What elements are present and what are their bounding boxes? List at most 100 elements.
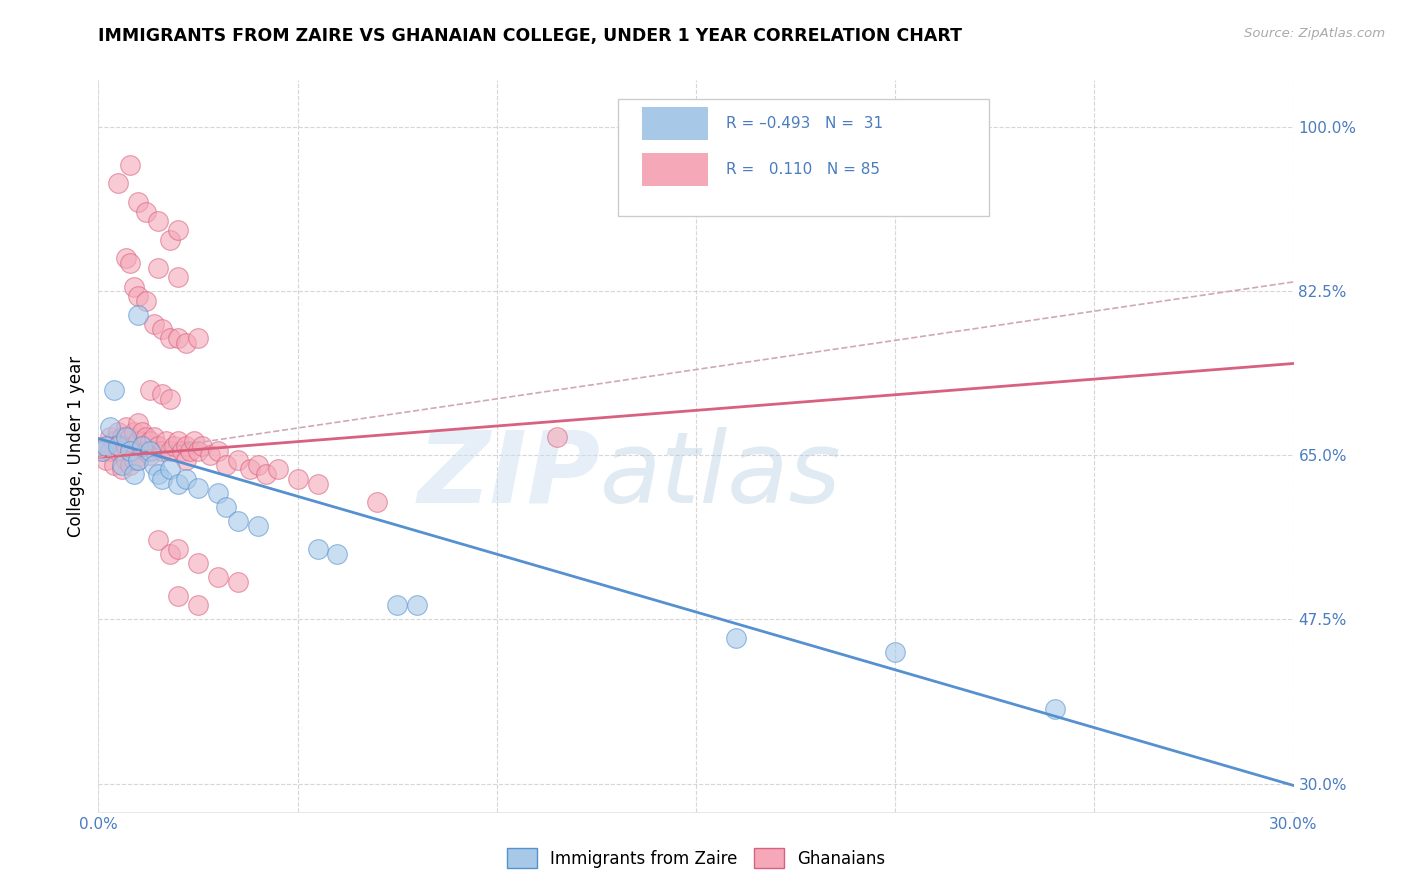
Point [307,476,329,491]
Point [115,252,138,266]
Point [111,458,134,472]
Point [187,443,209,458]
Point [207,570,229,584]
Point [150,387,173,401]
Point [884,645,907,659]
Text: Source: ZipAtlas.com: Source: ZipAtlas.com [1244,27,1385,40]
Point [226,514,249,528]
Point [254,467,277,482]
Point [187,481,209,495]
Point [120,429,142,443]
Point [131,439,153,453]
Point [127,308,149,322]
Point [326,547,349,561]
Point [406,599,429,613]
Point [167,223,190,237]
Point [127,416,149,430]
Point [115,429,138,443]
Point [148,439,170,453]
Point [246,458,269,472]
Point [366,495,388,509]
Point [143,458,166,472]
Point [148,467,170,482]
Point [159,443,181,458]
Point [124,425,146,439]
Point [148,533,170,547]
Point [135,443,157,458]
Point [120,256,142,270]
Point [111,429,134,443]
Point [107,177,129,191]
Point [111,462,134,476]
Point [150,443,173,458]
Point [103,383,125,397]
Point [111,443,134,458]
Point [174,472,197,486]
Point [135,204,157,219]
Text: IMMIGRANTS FROM ZAIRE VS GHANAIAN COLLEGE, UNDER 1 YEAR CORRELATION CHART: IMMIGRANTS FROM ZAIRE VS GHANAIAN COLLEG… [98,27,963,45]
Point [207,443,229,458]
Point [215,458,238,472]
Point [167,270,190,285]
Point [107,443,129,458]
Point [246,518,269,533]
Point [187,599,209,613]
Point [159,547,181,561]
Point [167,476,190,491]
Point [191,439,214,453]
Point [1043,701,1066,715]
Point [135,429,157,443]
Point [127,195,149,210]
Point [131,439,153,453]
Point [139,434,162,449]
Point [98,429,122,443]
Point [139,449,162,463]
Point [150,472,173,486]
Text: R =   0.110   N = 85: R = 0.110 N = 85 [725,162,880,178]
Point [724,632,747,646]
Point [131,425,153,439]
Point [103,434,125,449]
Point [120,443,142,458]
Point [98,420,122,434]
Point [115,420,138,434]
Point [107,425,129,439]
Point [98,443,122,458]
Point [174,335,197,350]
Y-axis label: College, Under 1 year: College, Under 1 year [66,355,84,537]
Point [159,233,181,247]
Point [143,317,166,331]
Point [167,589,190,603]
Point [96,439,118,453]
Point [127,434,149,449]
Point [207,486,229,500]
Point [174,453,197,467]
Point [103,458,125,472]
Point [127,453,149,467]
Point [159,331,181,345]
Point [174,439,197,453]
Point [287,472,309,486]
Point [115,453,138,467]
FancyBboxPatch shape [643,107,709,140]
Point [187,556,209,570]
Text: atlas: atlas [600,426,842,524]
Point [135,293,157,308]
Point [239,462,262,476]
Point [124,279,146,293]
Point [96,439,118,453]
Point [167,331,190,345]
Point [150,322,173,336]
FancyBboxPatch shape [619,99,988,216]
Point [179,443,201,458]
Point [96,453,118,467]
Point [183,434,205,449]
Point [167,434,190,449]
FancyBboxPatch shape [643,153,709,186]
Point [215,500,238,514]
Point [148,260,170,275]
Point [307,542,329,557]
Point [107,439,129,453]
Point [546,429,568,443]
Point [148,214,170,228]
